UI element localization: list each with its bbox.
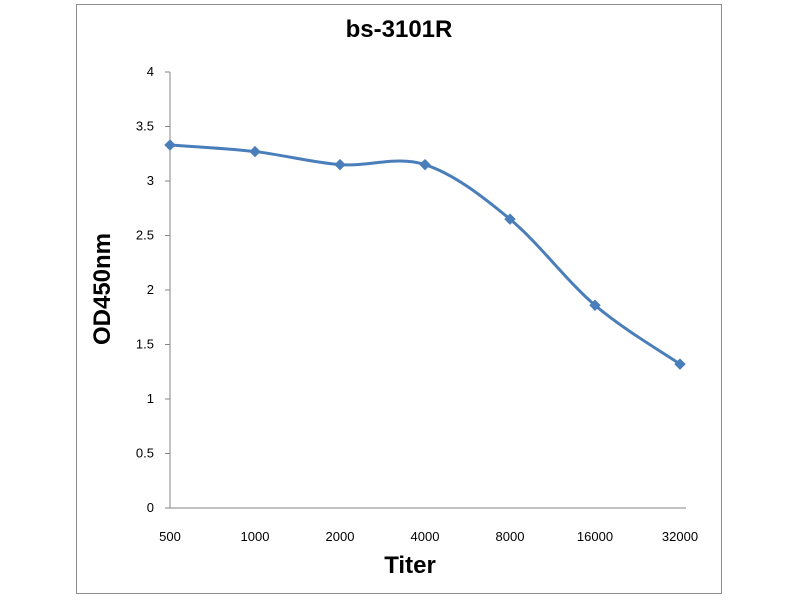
x-tick-label: 2000	[326, 529, 355, 544]
y-tick-label: 2	[147, 282, 154, 297]
y-tick-label: 0.5	[136, 446, 154, 461]
x-tick-label: 500	[159, 529, 181, 544]
y-tick-label: 2.5	[136, 228, 154, 243]
y-tick-label: 4	[147, 64, 154, 79]
series-line	[169, 143, 681, 366]
y-tick-label: 3.5	[136, 119, 154, 134]
chart-title: bs-3101R	[345, 16, 453, 43]
data-point-marker	[504, 213, 516, 225]
y-tick-label: 1.5	[136, 337, 154, 352]
y-tick-label: 0	[147, 500, 154, 515]
x-tick-label: 4000	[411, 529, 440, 544]
data-point-marker	[164, 139, 176, 151]
chart-frame	[76, 4, 722, 594]
x-axis-title: Titer	[384, 552, 436, 579]
x-tick-label: 32000	[662, 529, 698, 544]
y-tick-label: 1	[147, 391, 154, 406]
x-tick-label: 8000	[496, 529, 525, 544]
data-point-marker	[674, 358, 686, 370]
data-point-marker	[334, 158, 346, 171]
x-tick-label: 1000	[241, 529, 270, 544]
data-point-marker	[419, 158, 431, 171]
data-point-marker	[249, 145, 261, 158]
y-tick-label: 3	[147, 173, 154, 188]
x-tick-label: 16000	[577, 529, 613, 544]
data-point-marker	[589, 299, 601, 311]
